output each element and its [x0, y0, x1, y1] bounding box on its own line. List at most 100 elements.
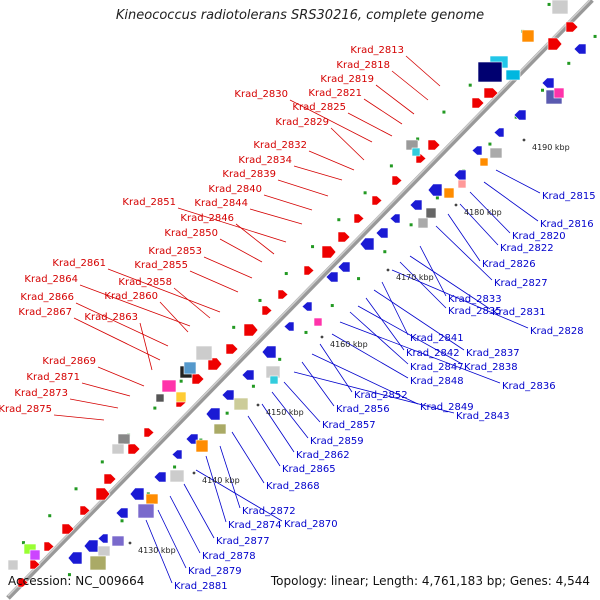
reverse-leader-line: [373, 289, 465, 351]
reverse-leader-line: [435, 225, 493, 281]
green-tick: [357, 277, 361, 281]
forward-gene-label: Krad_2871: [26, 372, 80, 383]
forward-gene-label: Krad_2860: [104, 291, 158, 302]
forward-leader-line: [69, 398, 119, 409]
green-tick: [468, 83, 472, 87]
reverse-gene-label: Krad_2868: [266, 481, 320, 492]
forward-leader-line: [159, 301, 189, 333]
reverse-gene-label: Krad_2838: [464, 362, 518, 373]
green-tick: [330, 304, 334, 308]
reverse-gene-arrow: [153, 471, 167, 483]
reverse-gene-label: Krad_2857: [322, 420, 376, 431]
forward-gene-arrow: [127, 443, 141, 455]
green-tick: [173, 465, 177, 469]
forward-leader-line: [277, 179, 329, 197]
forward-gene-label: Krad_2832: [253, 140, 307, 151]
feature-box: [457, 179, 467, 189]
reverse-gene-arrow: [301, 301, 313, 312]
green-tick: [416, 137, 420, 141]
forward-leader-line: [289, 99, 373, 143]
forward-leader-line: [391, 70, 429, 101]
reverse-gene-arrow: [205, 407, 221, 421]
forward-gene-arrow: [17, 577, 29, 588]
reverse-gene-arrow: [375, 227, 389, 239]
reverse-gene-arrow: [97, 533, 109, 544]
feature-box: [313, 317, 323, 327]
feature-box: [175, 391, 187, 403]
feature-box: [213, 423, 227, 435]
green-tick: [488, 142, 492, 146]
reverse-gene-arrow: [83, 539, 99, 553]
feature-box: [137, 503, 155, 519]
green-tick: [120, 519, 124, 523]
green-tick: [337, 218, 341, 222]
reverse-gene-arrow: [67, 551, 83, 565]
reverse-gene-label: Krad_2837: [466, 348, 520, 359]
forward-leader-line: [189, 270, 239, 293]
feature-box: [553, 87, 565, 99]
forward-leader-line: [347, 112, 393, 137]
feature-box: [111, 443, 125, 455]
forward-gene-label: Krad_2851: [122, 197, 176, 208]
forward-gene-arrow: [391, 175, 403, 186]
forward-gene-label: Krad_2839: [222, 169, 276, 180]
feature-box: [417, 217, 429, 229]
forward-gene-label: Krad_2855: [134, 260, 188, 271]
forward-leader-line: [107, 268, 221, 313]
reverse-leader-line: [195, 469, 283, 522]
forward-gene-arrow: [277, 289, 289, 300]
forward-gene-arrow: [483, 87, 499, 99]
green-tick: [389, 164, 393, 168]
forward-gene-arrow: [243, 323, 259, 337]
reverse-gene-label: Krad_2878: [202, 551, 256, 562]
feature-box: [155, 393, 165, 403]
forward-gene-arrow: [471, 97, 485, 109]
axis-tick-label: 4150 kbp: [266, 408, 304, 417]
reverse-gene-arrow: [221, 389, 235, 401]
forward-gene-label: Krad_2853: [148, 246, 202, 257]
forward-gene-label: Krad_2825: [292, 102, 346, 113]
forward-gene-label: Krad_2813: [350, 45, 404, 56]
reverse-leader-line: [183, 483, 215, 539]
green-tick: [435, 196, 439, 200]
green-tick: [541, 88, 544, 92]
axis-highlight: [7, 0, 591, 597]
forward-leader-line: [139, 322, 153, 371]
reverse-leader-line: [293, 371, 455, 414]
feature-box: [29, 549, 41, 561]
green-tick: [232, 325, 236, 329]
reverse-gene-arrow: [185, 433, 199, 445]
reverse-gene-arrow: [409, 199, 423, 211]
reverse-gene-label: Krad_2848: [410, 376, 464, 387]
feature-box: [425, 207, 437, 219]
reverse-gene-label: Krad_2859: [310, 436, 364, 447]
reverse-gene-label: Krad_2815: [542, 191, 596, 202]
reverse-gene-label: Krad_2862: [296, 450, 350, 461]
axis-tick-label: 4170 kbp: [396, 273, 434, 282]
reverse-gene-arrow: [573, 43, 587, 55]
green-tick: [311, 245, 315, 249]
reverse-gene-label: Krad_2835: [448, 306, 502, 317]
forward-gene-arrow: [261, 305, 273, 316]
reverse-leader-line: [261, 403, 295, 453]
feature-box: [161, 379, 177, 393]
axis-tick-label: 4180 kbp: [464, 208, 502, 217]
forward-gene-label: Krad_2840: [208, 184, 262, 195]
forward-leader-line: [79, 284, 191, 327]
reverse-gene-arrow: [337, 261, 351, 273]
feature-box: [7, 559, 19, 571]
feature-box: [183, 361, 197, 375]
reverse-gene-label: Krad_2877: [216, 536, 270, 547]
reverse-gene-label: Krad_2816: [540, 219, 594, 230]
reverse-gene-label: Krad_2833: [448, 294, 502, 305]
genome-summary-text: Topology: linear; Length: 4,761,183 bp; …: [270, 574, 590, 588]
forward-gene-label: Krad_2861: [52, 258, 106, 269]
reverse-gene-arrow: [359, 237, 375, 251]
reverse-leader-line: [391, 269, 529, 329]
forward-leader-line: [81, 382, 131, 397]
reverse-leader-line: [357, 305, 463, 365]
forward-leader-line: [53, 414, 105, 421]
axis-tick-labels: 4130 kbp 4140 kbp 4150 kbp 4160 kbp 4170 kbp…: [128, 138, 570, 555]
forward-gene-arrow: [207, 357, 223, 371]
reverse-leader-line: [219, 445, 241, 509]
